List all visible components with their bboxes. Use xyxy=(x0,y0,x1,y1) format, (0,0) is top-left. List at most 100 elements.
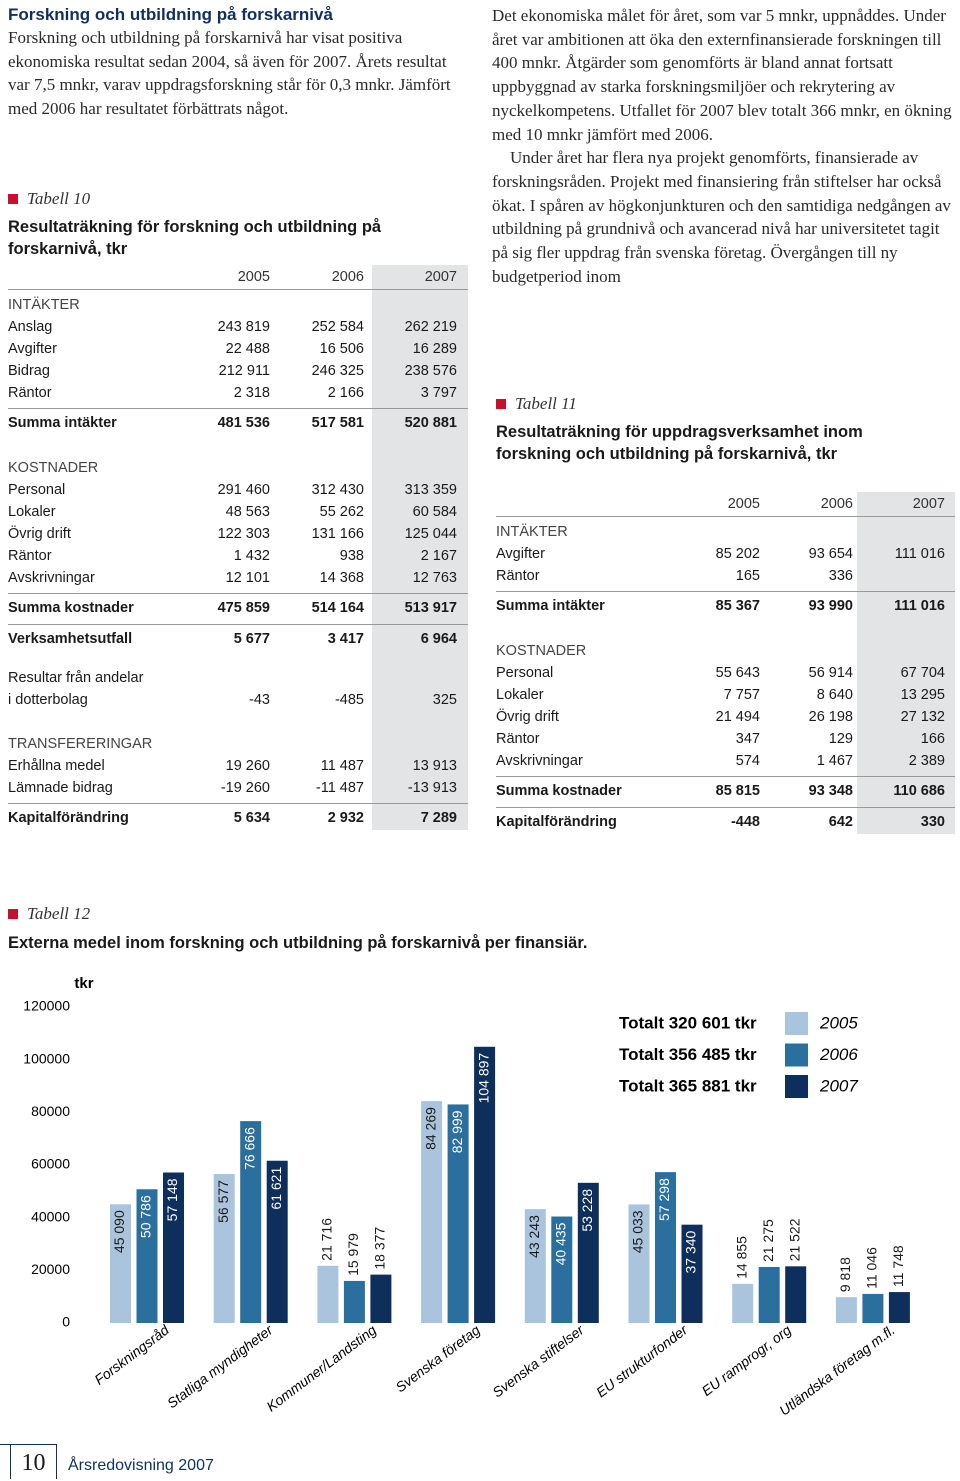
cell: 2005 xyxy=(727,496,760,512)
cell: 347 xyxy=(735,731,760,747)
total-row: Kapitalförändring -448 642 330 xyxy=(496,807,955,834)
row: Anslag 243 819 252 584 262 219 xyxy=(8,316,468,338)
cell: 55 643 xyxy=(715,665,760,681)
cell: -485 xyxy=(334,692,364,708)
row-label: Summa intäkter xyxy=(496,598,605,614)
row-label: Personal xyxy=(8,482,66,498)
cell: 93 990 xyxy=(808,598,853,614)
bar xyxy=(551,1216,573,1323)
value-label: 56 577 xyxy=(215,1180,231,1223)
cell: 85 367 xyxy=(715,598,760,614)
value-label: 43 243 xyxy=(526,1215,542,1258)
section-heading: TRANSFERERINGAR xyxy=(8,736,153,752)
row-label: Lämnade bidrag xyxy=(8,780,113,796)
cell: 85 202 xyxy=(715,546,760,562)
row: Personal 55 643 56 914 67 704 xyxy=(496,662,955,684)
cell: 252 584 xyxy=(311,319,364,335)
cell: 56 914 xyxy=(808,665,853,681)
row: Lokaler 48 563 55 262 60 584 xyxy=(8,501,468,523)
value-label: 37 340 xyxy=(683,1230,699,1273)
value-label: 82 999 xyxy=(449,1110,465,1153)
value-label: 15 979 xyxy=(345,1233,361,1276)
section-heading: KOSTNADER xyxy=(496,643,587,659)
cell: 22 488 xyxy=(225,341,270,357)
y-tick-label: 100000 xyxy=(23,1050,70,1066)
x-tick-label: Svenska stiftelser xyxy=(489,1321,587,1401)
value-label: 53 228 xyxy=(579,1189,595,1232)
cell: 520 881 xyxy=(404,415,457,431)
row: Bidrag 212 911 246 325 238 576 xyxy=(8,360,468,382)
row: Lokaler 7 757 8 640 13 295 xyxy=(496,684,955,706)
footer-text: Årsredovisning 2007 xyxy=(68,1457,214,1475)
legend-swatch xyxy=(785,1075,808,1098)
row-label: Resultar från andelar xyxy=(8,670,144,686)
bar xyxy=(136,1189,158,1323)
bar xyxy=(888,1292,910,1323)
bar xyxy=(110,1204,131,1323)
bar xyxy=(370,1274,392,1323)
bar xyxy=(785,1266,807,1323)
row: Avgifter 85 202 93 654 111 016 xyxy=(496,543,955,565)
bar xyxy=(758,1266,780,1323)
cell: 1 432 xyxy=(233,548,270,564)
cell: 336 xyxy=(828,568,853,584)
cell: 125 044 xyxy=(404,526,457,542)
bar xyxy=(681,1224,703,1323)
y-tick-label: 40000 xyxy=(31,1208,70,1224)
row-label: Avgifter xyxy=(8,341,57,357)
legend-label: 2007 xyxy=(819,1076,858,1095)
bar xyxy=(343,1280,365,1323)
row-label: Övrig drift xyxy=(8,526,71,542)
y-tick-label: 120000 xyxy=(23,998,70,1014)
cell: 262 219 xyxy=(404,319,457,335)
row: Övrig drift 21 494 26 198 27 132 xyxy=(496,706,955,728)
cell: 13 295 xyxy=(900,687,945,703)
cell: 517 581 xyxy=(311,415,364,431)
cell: 55 262 xyxy=(319,504,364,520)
bar xyxy=(421,1101,443,1323)
cell: 243 819 xyxy=(217,319,270,335)
row: Räntor 2 318 2 166 3 797 xyxy=(8,382,468,404)
value-label: 21 522 xyxy=(786,1218,802,1261)
row: Räntor 165 336 xyxy=(496,565,955,587)
bar xyxy=(655,1172,676,1323)
legend-swatch xyxy=(785,1043,808,1067)
bar xyxy=(732,1283,754,1323)
legend-label: 2006 xyxy=(819,1045,858,1064)
cell: -43 xyxy=(249,692,270,708)
value-label: 9 818 xyxy=(837,1257,853,1292)
left-text: Forskning och utbildning på forskarnivå … xyxy=(8,4,470,121)
row-label: Räntor xyxy=(496,568,540,584)
row-label: Summa kostnader xyxy=(8,600,134,616)
legend-total: Totalt 320 601 tkr xyxy=(619,1013,757,1032)
value-label: 14 855 xyxy=(733,1236,749,1279)
cell: 7 757 xyxy=(723,687,760,703)
cell: 938 xyxy=(339,548,364,564)
y-tick-label: 20000 xyxy=(31,1261,70,1277)
chart-title: Externa medel inom forskning och utbildn… xyxy=(8,934,588,952)
cell: 166 xyxy=(920,731,945,747)
value-label: 45 033 xyxy=(630,1210,646,1253)
section-heading: INTÄKTER xyxy=(496,524,568,540)
cell: 2006 xyxy=(331,269,364,285)
column-shade xyxy=(857,492,955,834)
cell: 48 563 xyxy=(225,504,270,520)
row: Erhållna medel 19 260 11 487 13 913 xyxy=(8,755,468,777)
total-row: Summa intäkter 85 367 93 990 111 016 xyxy=(496,591,955,618)
rule xyxy=(0,1444,10,1445)
row: Övrig drift 122 303 131 166 125 044 xyxy=(8,523,468,545)
x-tick-label: EU strukturfonder xyxy=(593,1321,691,1401)
cell: 67 704 xyxy=(900,665,945,681)
value-label: 104 897 xyxy=(475,1053,491,1104)
row-label: Verksamhetsutfall xyxy=(8,631,133,647)
right-text: Det ekonomiska målet för året, som var 5… xyxy=(492,4,954,288)
row-label: Kapitalförändring xyxy=(8,810,129,826)
cell: 2 932 xyxy=(327,810,364,826)
cell: 110 686 xyxy=(893,783,945,799)
value-label: 11 046 xyxy=(864,1247,880,1289)
legend-total: Totalt 365 881 tkr xyxy=(619,1076,757,1095)
x-tick-label: Statliga myndigheter xyxy=(164,1321,277,1411)
row-label: Avgifter xyxy=(496,546,545,562)
cell: 2007 xyxy=(424,269,457,285)
